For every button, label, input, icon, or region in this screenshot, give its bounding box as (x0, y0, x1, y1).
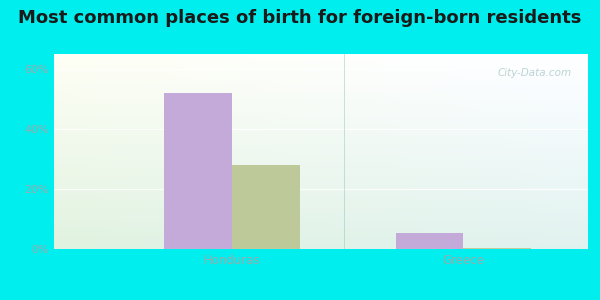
Text: City-Data.com: City-Data.com (498, 68, 572, 78)
Bar (232, 165, 299, 249)
Bar (396, 232, 463, 249)
Bar (463, 248, 531, 249)
Text: Most common places of birth for foreign-born residents: Most common places of birth for foreign-… (19, 9, 581, 27)
Bar (164, 93, 232, 249)
